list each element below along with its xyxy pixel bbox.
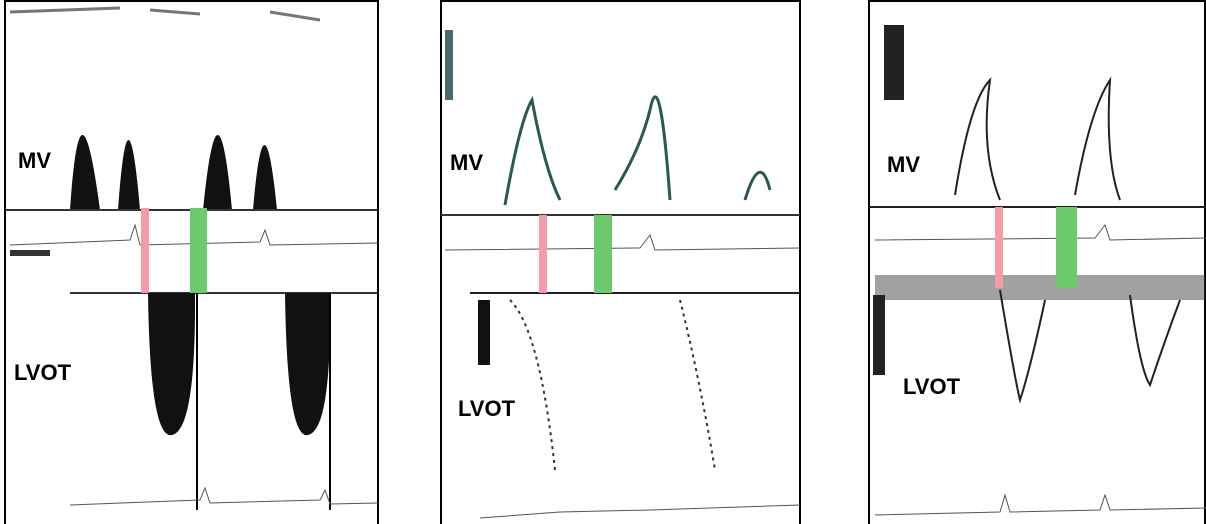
panel-frame [441, 1, 800, 524]
marker [10, 250, 50, 256]
pink-marker [141, 208, 149, 293]
scale-bar [873, 295, 885, 375]
panel-frame [869, 1, 1205, 524]
lvot-label: LVOT [14, 360, 72, 385]
mv-label: MV [887, 152, 920, 177]
scale-bar [884, 25, 904, 100]
mv-label: MV [18, 148, 51, 173]
scale-bar [445, 30, 453, 100]
noise-band [875, 275, 1205, 300]
scale-bar [478, 300, 490, 365]
panel: MV LVOT [869, 1, 1206, 524]
green-marker [1056, 207, 1077, 288]
pink-marker [995, 207, 1003, 288]
page: {"panels": [ {"top_label": "MV", "bottom… [0, 0, 1206, 524]
green-marker [190, 208, 207, 293]
panel: MV LVOT [5, 1, 378, 524]
pink-marker [539, 215, 547, 293]
mv-label: MV [450, 150, 483, 175]
lvot-label: LVOT [903, 374, 961, 399]
green-marker [594, 215, 612, 293]
figure: MV LVOT MV LVOT MV LVOT [0, 0, 1206, 524]
lvot-label: LVOT [458, 396, 516, 421]
panel: MV LVOT [441, 1, 800, 524]
